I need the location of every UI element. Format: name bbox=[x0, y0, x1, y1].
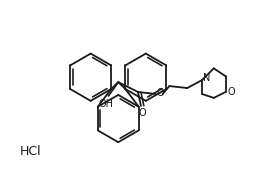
Text: OH: OH bbox=[99, 99, 114, 109]
Text: O: O bbox=[157, 88, 164, 98]
Text: O: O bbox=[138, 108, 146, 118]
Text: O: O bbox=[228, 87, 235, 97]
Text: N: N bbox=[203, 73, 210, 83]
Text: HCl: HCl bbox=[20, 145, 41, 158]
